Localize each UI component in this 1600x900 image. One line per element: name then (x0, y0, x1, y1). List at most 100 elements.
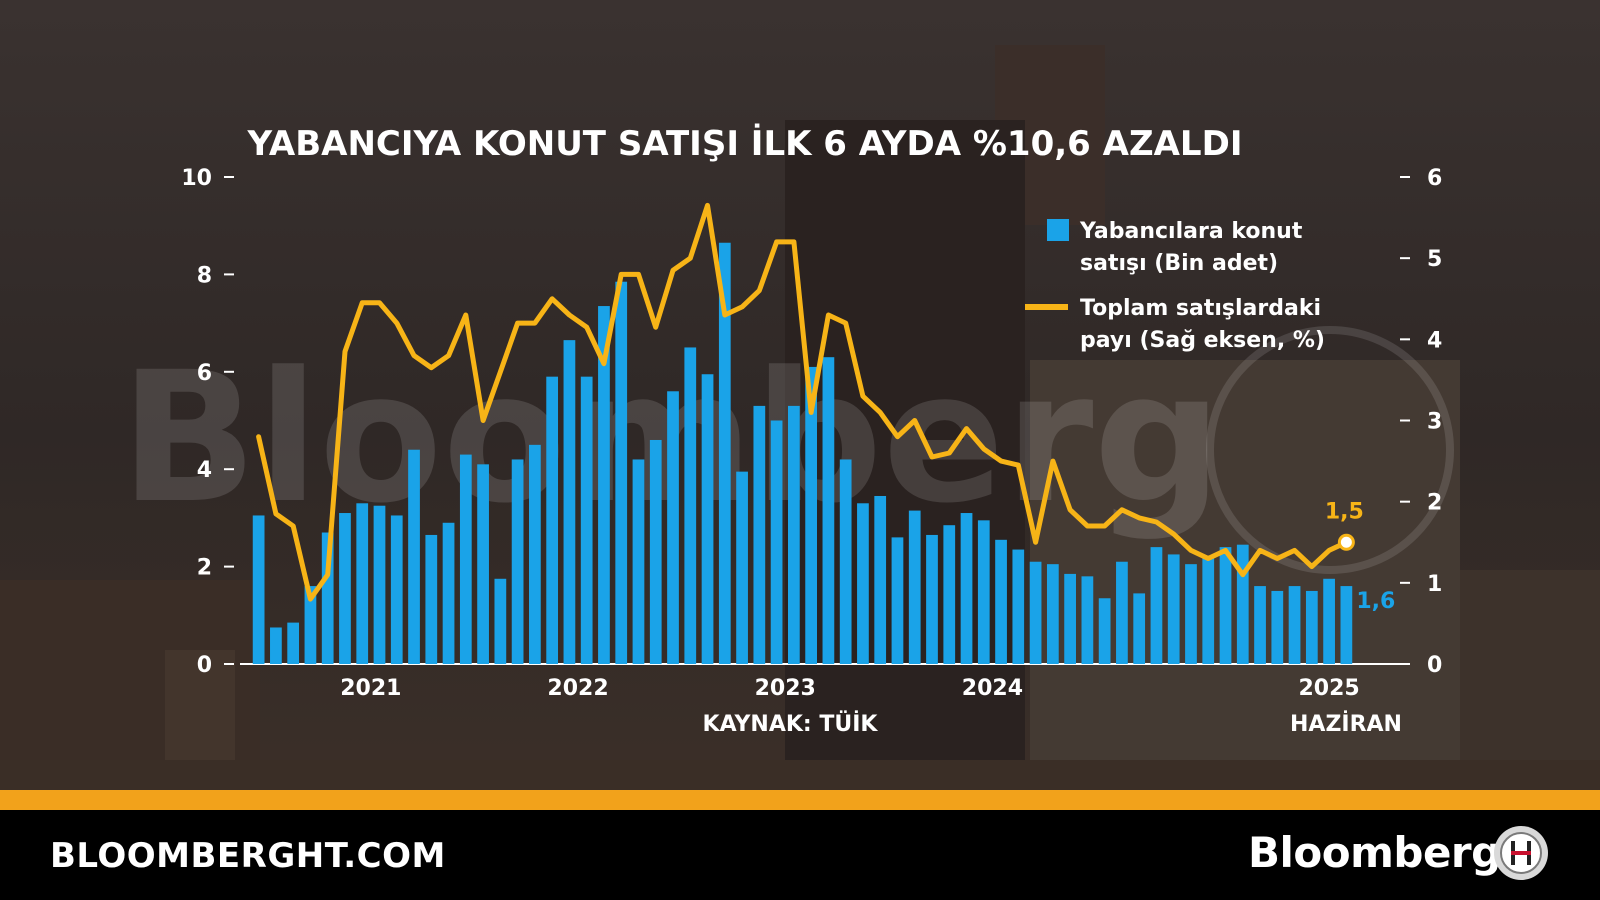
bar (546, 376, 559, 664)
last-period-label: HAZİRAN (1290, 711, 1402, 737)
bar (908, 510, 921, 664)
legend-bar-label-1: Yabancılara konut (1079, 219, 1303, 244)
bar (511, 459, 524, 664)
bar (1116, 561, 1128, 664)
bar (649, 439, 662, 664)
line-end-marker (1337, 533, 1355, 551)
x-tick-label: 2024 (962, 676, 1023, 701)
y-left-tick-label: 0 (197, 653, 212, 678)
y-right-tick-label: 3 (1427, 410, 1442, 435)
y-left-tick-label: 10 (181, 166, 212, 191)
bar (822, 357, 835, 664)
bar (736, 471, 748, 664)
bar (960, 513, 973, 664)
bar (1236, 544, 1249, 664)
y-right-tick-label: 6 (1427, 166, 1442, 191)
bar (442, 522, 455, 664)
source-label: KAYNAK: TÜİK (703, 711, 879, 737)
legend: Yabancılara konut satışı (Bin adet) Topl… (1025, 219, 1325, 353)
bar (874, 495, 887, 664)
x-tick-label: 2023 (755, 676, 816, 701)
bar (390, 515, 403, 664)
bar (1219, 547, 1232, 664)
bar (373, 505, 386, 664)
bar (1167, 554, 1180, 664)
bar (580, 376, 593, 664)
y-left-tick-label: 6 (197, 361, 212, 386)
bar (339, 513, 351, 664)
legend-bar-swatch (1047, 219, 1069, 241)
x-tick-label: 2021 (340, 676, 401, 701)
bar (1133, 593, 1146, 664)
bar (1150, 547, 1163, 664)
bar (1064, 573, 1076, 664)
legend-line-label-1: Toplam satışlardaki (1080, 296, 1321, 321)
bar (839, 459, 852, 664)
y-left-tick-label: 4 (197, 458, 212, 483)
bar (667, 391, 679, 664)
bar (684, 347, 697, 664)
bar (598, 306, 610, 664)
bar-end-label: 1,6 (1356, 589, 1395, 614)
y-right-tick-label: 0 (1427, 653, 1442, 678)
x-tick-label: 2025 (1298, 676, 1359, 701)
bar (1288, 586, 1301, 664)
bar (632, 459, 645, 664)
bar (1012, 549, 1025, 664)
bar (1029, 561, 1042, 664)
bar (1254, 586, 1266, 664)
footer: BLOOMBERGHT.COM Bloomberg (0, 810, 1600, 900)
bar (995, 539, 1007, 664)
y-right-tick-label: 2 (1427, 491, 1442, 516)
bar (252, 515, 265, 664)
bar (926, 534, 938, 664)
bar (459, 454, 472, 664)
bar (943, 525, 956, 664)
footer-brand: Bloomberg (1248, 828, 1501, 877)
bar (718, 242, 731, 664)
y-right-tick-label: 1 (1427, 572, 1442, 597)
bar (1098, 598, 1111, 664)
bar (770, 420, 783, 664)
bar (857, 503, 869, 664)
line-end-label: 1,5 (1325, 499, 1364, 524)
line-series (256, 202, 1355, 602)
y-left-tick-label: 2 (197, 556, 212, 581)
legend-line-label-2: payı (Sağ eksen, %) (1080, 328, 1325, 353)
bar (408, 449, 420, 664)
bar (287, 622, 300, 664)
background-scene (0, 0, 1600, 790)
legend-bar-label-2: satışı (Bin adet) (1080, 251, 1278, 276)
bar (356, 503, 369, 664)
bar (701, 374, 714, 664)
bar (321, 532, 334, 664)
bar-series (252, 242, 1353, 664)
bar (1046, 564, 1059, 664)
bloomberght-watermark-logo (1206, 326, 1454, 574)
bar (891, 537, 904, 664)
bar (563, 340, 576, 664)
bar (494, 578, 507, 664)
bar (1081, 576, 1094, 664)
bloomberght-logo-icon (1494, 826, 1548, 880)
bar (1340, 586, 1353, 664)
share-line (256, 202, 1349, 602)
bar (977, 520, 990, 664)
x-tick-label: 2022 (547, 676, 608, 701)
bar (615, 281, 628, 664)
chart-title: YABANCIYA KONUT SATIŞI İLK 6 AYDA %10,6 … (247, 123, 1243, 164)
bar (425, 534, 438, 664)
bar (787, 405, 800, 664)
bar (1185, 564, 1197, 664)
y-right-tick-label: 5 (1427, 247, 1442, 272)
footer-site-link[interactable]: BLOOMBERGHT.COM (50, 836, 446, 876)
bar (270, 627, 282, 664)
bar (1271, 590, 1284, 664)
y-left-tick-label: 8 (197, 263, 212, 288)
bar (805, 366, 818, 664)
bar (753, 405, 766, 664)
bar (529, 444, 541, 664)
annotations: 1,5 1,6 KAYNAK: TÜİK HAZİRAN (703, 499, 1402, 737)
bar (1305, 590, 1318, 664)
